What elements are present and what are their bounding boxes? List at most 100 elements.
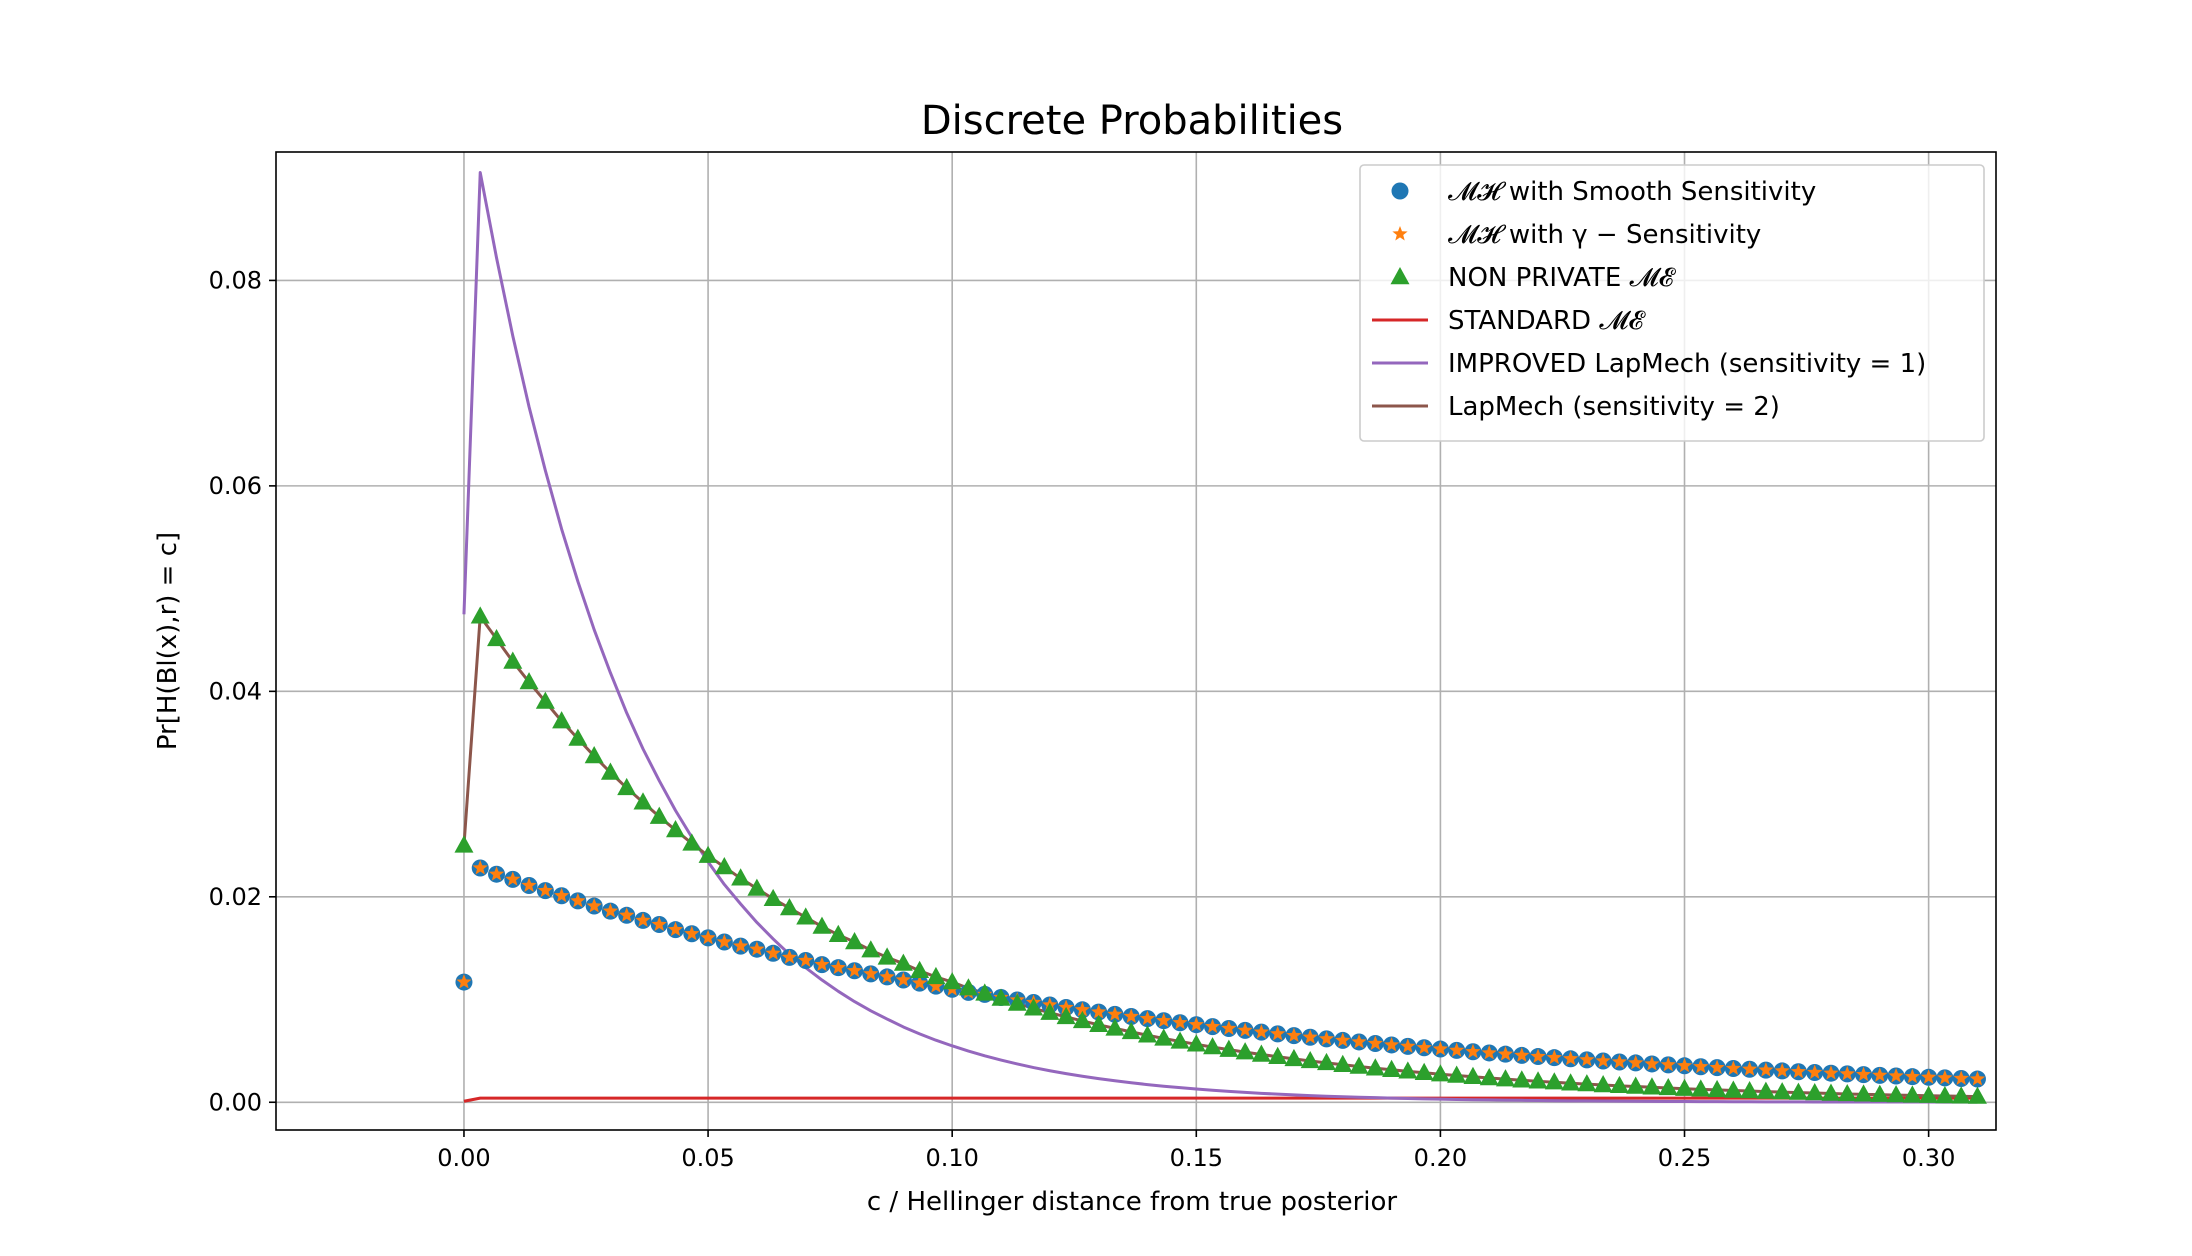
- data-point: [1758, 1062, 1774, 1077]
- data-point: [828, 924, 848, 943]
- data-point: [619, 907, 635, 922]
- data-point: [1626, 1076, 1646, 1094]
- data-point: [1563, 1050, 1579, 1066]
- data-point: [1382, 1059, 1402, 1077]
- data-point: [1398, 1061, 1418, 1079]
- legend-label: STANDARD 𝓜𝓔: [1448, 306, 1646, 336]
- data-point: [1660, 1056, 1676, 1072]
- data-point: [472, 860, 488, 875]
- data-point: [586, 898, 602, 913]
- data-point: [1951, 1086, 1971, 1104]
- data-point: [991, 988, 1011, 1006]
- series-line: [463, 1096, 1978, 1103]
- data-point: [684, 925, 700, 941]
- data-point: [1772, 1082, 1792, 1100]
- data-point: [877, 947, 897, 965]
- data-point: [1514, 1047, 1530, 1062]
- y-tick-label: 0.02: [209, 883, 262, 911]
- data-point: [1221, 1020, 1237, 1035]
- data-point: [1156, 1012, 1172, 1028]
- legend-item: 𝓜𝓗 with γ − Sensitivity: [1392, 220, 1761, 250]
- data-point: [1219, 1039, 1239, 1057]
- x-tick-label: 0.15: [1170, 1144, 1223, 1172]
- data-point: [1823, 1065, 1839, 1080]
- data-point: [1611, 1053, 1628, 1069]
- data-point: [1756, 1081, 1776, 1099]
- data-point: [1056, 1006, 1076, 1025]
- data-point: [1741, 1061, 1758, 1076]
- data-point: [1805, 1083, 1825, 1101]
- data-point: [552, 711, 572, 729]
- data-point: [667, 921, 684, 937]
- legend-item: STANDARD 𝓜𝓔: [1372, 306, 1646, 336]
- data-point: [1253, 1024, 1269, 1039]
- data-point: [1302, 1029, 1318, 1044]
- data-point: [1186, 1034, 1206, 1052]
- data-point: [1709, 1059, 1725, 1075]
- data-point: [958, 978, 978, 996]
- data-point: [814, 956, 830, 972]
- data-point: [1105, 1018, 1125, 1036]
- data-point: [1807, 1064, 1823, 1079]
- data-point: [1628, 1054, 1644, 1070]
- data-point: [503, 651, 523, 669]
- data-point: [1967, 1086, 1987, 1104]
- data-point: [521, 877, 537, 892]
- data-point: [584, 746, 604, 764]
- x-tick-label: 0.05: [681, 1144, 734, 1172]
- data-point: [1497, 1046, 1514, 1061]
- legend-label: LapMech (sensitivity = 2): [1448, 392, 1780, 422]
- data-point: [1953, 1070, 1969, 1085]
- data-point: [1888, 1067, 1904, 1083]
- data-point: [1154, 1028, 1174, 1046]
- data-point: [942, 972, 962, 990]
- data-point: [456, 974, 472, 989]
- data-point: [1904, 1068, 1920, 1084]
- data-point: [1691, 1079, 1711, 1097]
- data-point: [1170, 1031, 1190, 1049]
- data-point: [1284, 1048, 1304, 1067]
- x-tick-label: 0.10: [925, 1144, 978, 1172]
- data-point: [1870, 1084, 1890, 1102]
- data-point: [554, 887, 570, 903]
- data-point: [1723, 1080, 1743, 1098]
- data-point: [1074, 1001, 1090, 1017]
- data-point: [651, 916, 667, 932]
- data-point: [1919, 1085, 1939, 1103]
- data-point: [1725, 1060, 1741, 1075]
- data-point: [812, 916, 832, 934]
- data-point: [1121, 1021, 1141, 1040]
- data-point: [519, 672, 539, 690]
- plot-frame: [275, 151, 1997, 1131]
- data-point: [1463, 1066, 1483, 1084]
- x-axis-label: c / Hellinger distance from true posteri…: [867, 1187, 1398, 1217]
- data-point: [535, 691, 555, 709]
- data-point: [747, 878, 767, 896]
- data-point: [1512, 1070, 1532, 1088]
- x-tick-label: 0.20: [1414, 1144, 1467, 1172]
- data-point: [1707, 1079, 1727, 1098]
- data-point: [568, 728, 588, 746]
- data-point: [1935, 1086, 1955, 1104]
- data-point: [1642, 1077, 1662, 1095]
- y-axis-ticks: 0.00 0.02 0.04 0.06 0.08: [209, 266, 276, 1116]
- data-point: [1235, 1042, 1255, 1060]
- data-point: [1821, 1083, 1841, 1101]
- data-point: [700, 929, 716, 945]
- data-point: [1790, 1063, 1807, 1079]
- data-point: [1139, 1010, 1156, 1026]
- data-point: [1367, 1035, 1383, 1050]
- data-point: [1577, 1074, 1597, 1092]
- data-point: [879, 968, 895, 984]
- data-point: [617, 777, 637, 796]
- data-point: [796, 907, 816, 925]
- data-point: [570, 892, 586, 908]
- data-point: [1481, 1044, 1497, 1060]
- data-point: [1528, 1071, 1548, 1089]
- data-point: [1465, 1043, 1481, 1059]
- data-point: [1107, 1006, 1123, 1021]
- data-point: [1137, 1025, 1157, 1043]
- data-point: [1740, 1081, 1760, 1099]
- data-point: [635, 912, 651, 927]
